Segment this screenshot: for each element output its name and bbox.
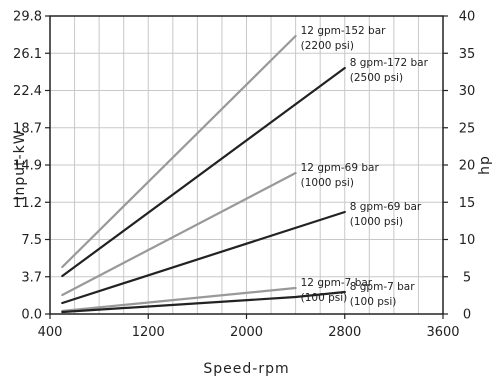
series-label-sub: (100 psi) — [350, 296, 397, 308]
x-axis-tick-label: 1200 — [132, 325, 165, 340]
y2-axis-tick-label: 15 — [459, 196, 476, 211]
y-axis-tick-label: 7.5 — [21, 233, 42, 248]
x-axis-tick-label: 2800 — [328, 325, 361, 340]
y-axis-ticks: 0.0 3.7 7.5 11.2 14.9 18.7 22.4 26.1 29.8 — [13, 10, 50, 323]
y2-axis-tick-label: 5 — [463, 270, 471, 285]
series-label: 12 gpm-69 bar — [301, 162, 380, 174]
y-axis-tick-label: 14.9 — [13, 159, 42, 174]
x-axis-ticks: 400 1200 2000 2800 3600 — [38, 314, 460, 340]
y-axis-tick-label: 11.2 — [13, 196, 42, 211]
series-line — [61, 210, 346, 305]
y-axis-tick-label: 26.1 — [13, 47, 42, 62]
y2-axis-tick-label: 0 — [463, 308, 471, 323]
y2-axis-tick-label: 25 — [459, 121, 476, 136]
y2-axis-tick-label: 40 — [459, 10, 476, 25]
y2-axis-tick-label: 20 — [459, 159, 476, 174]
y2-axis-tick-label: 35 — [459, 47, 476, 62]
grid-lines — [50, 16, 443, 314]
series-line — [61, 286, 297, 313]
y2-axis-title: hp — [477, 155, 493, 175]
y-axis-tick-label: 29.8 — [13, 10, 42, 25]
series-label-sub: (1000 psi) — [301, 177, 354, 189]
y2-axis-ticks: 0 5 10 15 20 25 30 35 40 — [443, 10, 475, 323]
series-line — [61, 34, 297, 269]
series-label: 8 gpm-69 bar — [350, 201, 422, 213]
x-axis-tick-label: 2000 — [230, 325, 263, 340]
y-axis-tick-label: 3.7 — [21, 270, 42, 285]
y-axis-tick-label: 18.7 — [13, 121, 42, 136]
series-label: 12 gpm-7 bar — [301, 277, 373, 289]
series-label-sub: (2500 psi) — [350, 72, 403, 84]
y-axis-title: Input-kW — [12, 129, 28, 200]
series-line — [61, 171, 297, 297]
y-axis-tick-label: 0.0 — [21, 308, 42, 323]
series-label: 8 gpm-7 bar — [350, 281, 415, 293]
series-label-sub: (1000 psi) — [350, 216, 403, 228]
y-axis-tick-label: 22.4 — [13, 84, 42, 99]
x-axis-tick-label: 400 — [38, 325, 63, 340]
series-line — [61, 290, 346, 314]
series-label: 8 gpm-172 bar — [350, 57, 429, 69]
series-label: 12 gpm-152 bar — [301, 25, 387, 37]
series-label-sub: (100 psi) — [301, 292, 348, 304]
series-label-sub: (2200 psi) — [301, 40, 354, 52]
x-axis-tick-label: 3600 — [426, 325, 459, 340]
x-axis-title: Speed-rpm — [203, 361, 289, 377]
series-lines — [61, 34, 346, 314]
series-labels: 12 gpm-152 bar (2200 psi) 8 gpm-172 bar (25… — [301, 25, 429, 308]
y2-axis-tick-label: 10 — [459, 233, 476, 248]
y2-axis-tick-label: 30 — [459, 84, 476, 99]
series-line — [61, 66, 346, 278]
